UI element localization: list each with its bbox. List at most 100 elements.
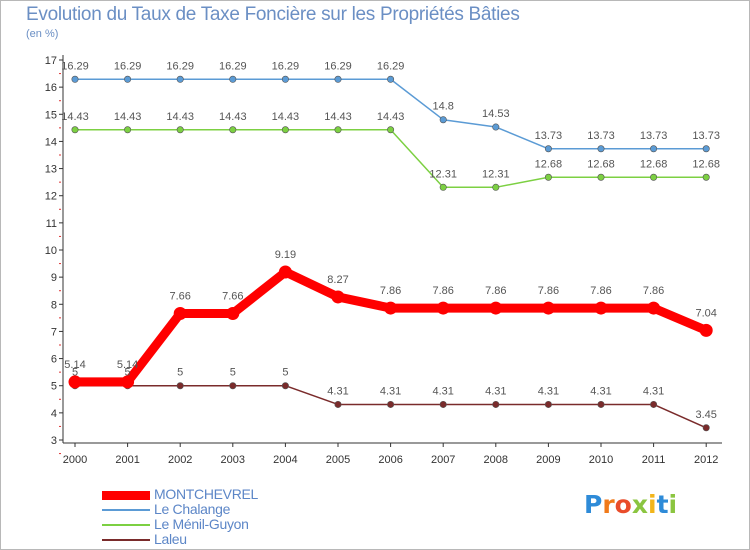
data-point-le-chalange bbox=[124, 75, 132, 83]
logo-letter: t bbox=[656, 490, 669, 519]
data-label-montchevrel: 7.86 bbox=[380, 285, 401, 297]
legend-swatch-le-menil-guyon bbox=[102, 524, 150, 526]
data-label-le-chalange: 14.8 bbox=[432, 101, 453, 113]
data-label-le-menil-guyon: 12.31 bbox=[429, 168, 457, 180]
data-point-laleu bbox=[439, 400, 447, 408]
data-point-montchevrel bbox=[68, 375, 82, 389]
legend-item-le-chalange: Le Chalange bbox=[100, 501, 340, 518]
data-label-le-menil-guyon: 14.43 bbox=[324, 111, 352, 123]
data-point-le-menil-guyon bbox=[650, 173, 658, 181]
legend-swatch-laleu bbox=[102, 539, 150, 541]
data-label-le-chalange: 13.73 bbox=[535, 130, 563, 142]
data-label-le-menil-guyon: 14.43 bbox=[219, 111, 247, 123]
legend-item-montchevrel: MONTCHEVREL bbox=[100, 486, 340, 503]
data-label-le-chalange: 16.29 bbox=[61, 60, 89, 72]
data-label-laleu: 4.31 bbox=[432, 385, 453, 397]
data-label-le-menil-guyon: 14.43 bbox=[114, 111, 142, 123]
y-tick-label: 12 bbox=[45, 191, 57, 203]
data-label-laleu: 4.31 bbox=[327, 385, 348, 397]
x-tick-label: 2009 bbox=[536, 454, 560, 466]
data-point-montchevrel bbox=[541, 301, 555, 315]
chart-unit-label: (en %) bbox=[26, 28, 59, 40]
data-label-laleu: 3.45 bbox=[695, 409, 716, 421]
data-label-le-chalange: 16.29 bbox=[114, 60, 142, 72]
data-label-le-chalange: 16.29 bbox=[219, 60, 247, 72]
data-point-le-menil-guyon bbox=[387, 126, 395, 134]
data-point-le-menil-guyon bbox=[492, 183, 500, 191]
legend-label-montchevrel: MONTCHEVREL bbox=[154, 486, 259, 502]
data-point-laleu bbox=[544, 400, 552, 408]
data-labels-layer: 5.14 5.14 7.66 7.66 9.19 8.27 7.86 7.86 7.86 7.86… bbox=[61, 60, 720, 421]
data-point-le-chalange bbox=[281, 75, 289, 83]
data-point-montchevrel bbox=[226, 307, 240, 321]
data-label-laleu: 5 bbox=[125, 367, 131, 379]
data-point-montchevrel bbox=[331, 290, 345, 304]
y-tick-label: 5 bbox=[51, 381, 57, 393]
legend-label-le-chalange: Le Chalange bbox=[154, 501, 231, 517]
y-tick-label: 6 bbox=[51, 354, 57, 366]
data-point-le-menil-guyon bbox=[544, 173, 552, 181]
data-label-le-chalange: 16.29 bbox=[377, 60, 405, 72]
data-point-le-menil-guyon bbox=[334, 126, 342, 134]
y-tick-label: 3 bbox=[51, 435, 57, 447]
data-point-laleu bbox=[281, 382, 289, 390]
data-point-le-menil-guyon bbox=[439, 183, 447, 191]
data-label-le-menil-guyon: 14.43 bbox=[166, 111, 194, 123]
y-tick-label: 4 bbox=[51, 408, 57, 420]
x-tick-label: 2006 bbox=[378, 454, 402, 466]
data-label-le-menil-guyon: 14.43 bbox=[377, 111, 405, 123]
legend-label-le-menil-guyon: Le Ménil-Guyon bbox=[154, 516, 249, 532]
y-tick-label: 15 bbox=[45, 109, 57, 121]
data-point-le-chalange bbox=[492, 123, 500, 131]
proxiti-logo: Proxiti bbox=[584, 490, 677, 519]
data-label-laleu: 4.31 bbox=[590, 385, 611, 397]
x-tick-label: 2012 bbox=[694, 454, 718, 466]
data-point-laleu bbox=[176, 382, 184, 390]
data-label-le-chalange: 14.53 bbox=[482, 108, 510, 120]
data-label-le-chalange: 16.29 bbox=[324, 60, 352, 72]
data-point-le-menil-guyon bbox=[229, 126, 237, 134]
x-tick-label: 2010 bbox=[589, 454, 613, 466]
data-label-laleu: 5 bbox=[72, 367, 78, 379]
y-tick-label: 14 bbox=[45, 136, 57, 148]
data-label-le-menil-guyon: 12.68 bbox=[692, 158, 720, 170]
data-point-le-chalange bbox=[702, 145, 710, 153]
data-label-le-chalange: 13.73 bbox=[692, 130, 720, 142]
data-label-laleu: 5 bbox=[177, 367, 183, 379]
y-tick-label: 16 bbox=[45, 82, 57, 94]
y-tick-label: 8 bbox=[51, 299, 57, 311]
legend-label-laleu: Laleu bbox=[154, 531, 187, 547]
data-point-le-menil-guyon bbox=[176, 126, 184, 134]
data-label-montchevrel: 7.86 bbox=[643, 285, 664, 297]
data-label-montchevrel: 7.86 bbox=[432, 285, 453, 297]
data-point-le-chalange bbox=[229, 75, 237, 83]
logo-letter: i bbox=[648, 490, 657, 519]
x-tick-label: 2003 bbox=[221, 454, 245, 466]
y-tick-label: 7 bbox=[51, 326, 57, 338]
data-label-montchevrel: 5.14 bbox=[64, 359, 85, 371]
y-tick-label: 10 bbox=[45, 245, 57, 257]
legend-item-laleu: Laleu bbox=[100, 531, 340, 548]
data-point-montchevrel bbox=[699, 323, 713, 337]
data-label-laleu: 4.31 bbox=[380, 385, 401, 397]
data-label-laleu: 4.31 bbox=[485, 385, 506, 397]
data-point-le-menil-guyon bbox=[124, 126, 132, 134]
data-point-le-menil-guyon bbox=[71, 126, 79, 134]
legend-item-le-menil-guyon: Le Ménil-Guyon bbox=[100, 516, 340, 533]
data-point-laleu bbox=[597, 400, 605, 408]
x-tick-label: 2001 bbox=[115, 454, 139, 466]
data-label-montchevrel: 7.86 bbox=[538, 285, 559, 297]
data-point-le-chalange bbox=[650, 145, 658, 153]
data-label-laleu: 5 bbox=[282, 367, 288, 379]
data-label-le-chalange: 13.73 bbox=[587, 130, 615, 142]
data-label-le-menil-guyon: 14.43 bbox=[61, 111, 89, 123]
y-tick-label: 11 bbox=[46, 218, 57, 230]
logo-letter: o bbox=[614, 490, 632, 519]
data-label-le-menil-guyon: 14.43 bbox=[272, 111, 300, 123]
data-point-le-chalange bbox=[439, 116, 447, 124]
x-tick-label: 2004 bbox=[273, 454, 297, 466]
data-point-montchevrel bbox=[384, 301, 398, 315]
data-label-laleu: 5 bbox=[230, 367, 236, 379]
